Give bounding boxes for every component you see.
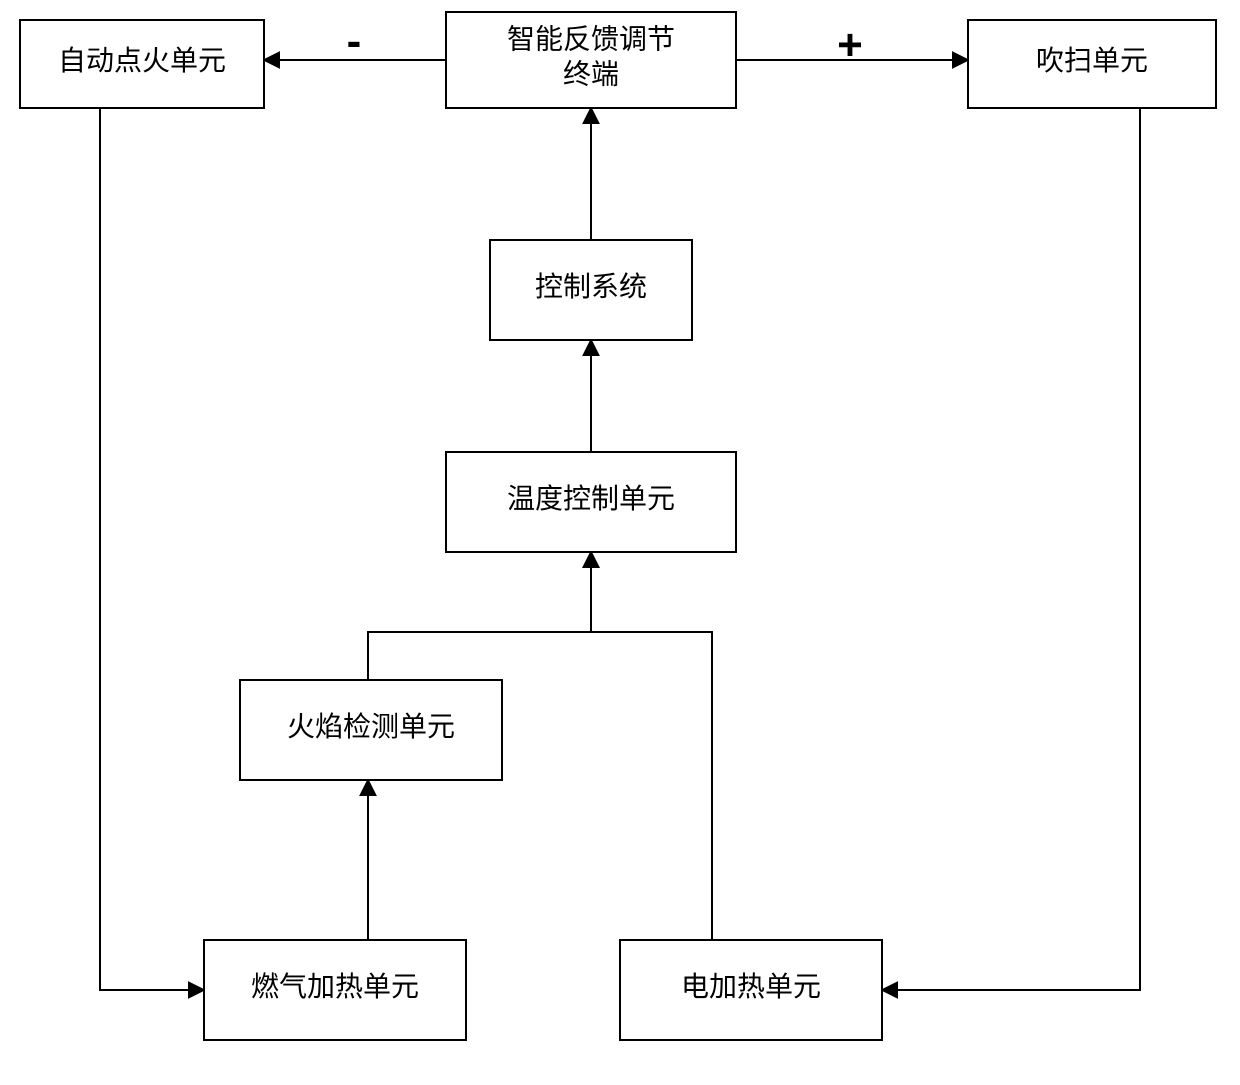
- node-electric-heating-label: 电加热单元: [681, 971, 821, 1003]
- edge-flame-detect-to-temp-control: [368, 552, 591, 680]
- node-control-system: 控制系统: [490, 240, 692, 340]
- node-temp-control-label: 温度控制单元: [507, 483, 675, 515]
- node-electric-heating: 电加热单元: [620, 940, 882, 1040]
- node-auto-ignition: 自动点火单元: [20, 20, 264, 108]
- node-feedback-term: 智能反馈调节终端: [446, 12, 736, 108]
- edge-purge-unit-to-electric-heating: [882, 108, 1140, 990]
- nodes-group: 自动点火单元 智能反馈调节终端 吹扫单元控制系统温度控制单元火焰检测单元燃气加热单元…: [20, 12, 1216, 1040]
- node-gas-heating-label: 燃气加热单元: [251, 971, 419, 1003]
- node-auto-ignition-label: 自动点火单元: [58, 45, 226, 77]
- node-flame-detect: 火焰检测单元: [240, 680, 502, 780]
- edge-symbol-plus: +: [837, 21, 863, 70]
- edge-auto-ignition-to-gas-heating: [100, 108, 204, 990]
- node-purge-unit-label: 吹扫单元: [1036, 45, 1148, 77]
- flowchart-canvas: 自动点火单元 智能反馈调节终端 吹扫单元控制系统温度控制单元火焰检测单元燃气加热单元…: [0, 0, 1240, 1085]
- node-temp-control: 温度控制单元: [446, 452, 736, 552]
- node-control-system-label: 控制系统: [535, 271, 647, 303]
- edge-symbol-minus: -: [347, 17, 362, 66]
- edge-electric-heating-to-temp-control: [591, 552, 712, 940]
- node-flame-detect-label: 火焰检测单元: [287, 711, 455, 743]
- node-purge-unit: 吹扫单元: [968, 20, 1216, 108]
- node-gas-heating: 燃气加热单元: [204, 940, 466, 1040]
